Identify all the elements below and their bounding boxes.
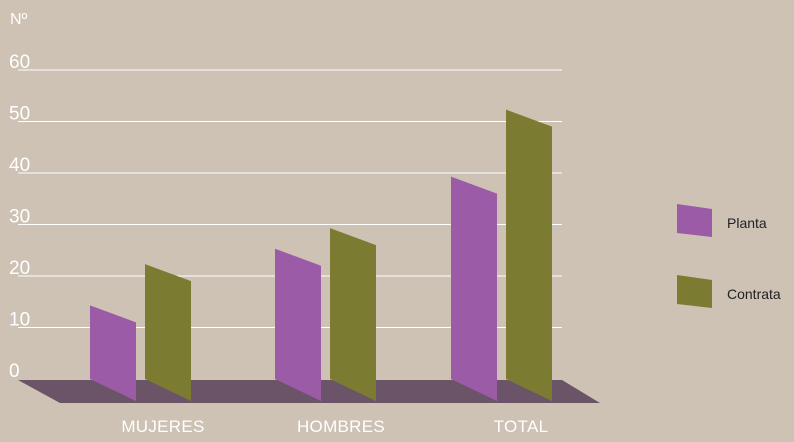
bar-contrata-hombres xyxy=(330,228,376,401)
bar-planta-hombres xyxy=(275,248,321,401)
legend-label-contrata: Contrata xyxy=(727,286,781,302)
y-tick-label: 10 xyxy=(9,310,30,331)
y-unit-label: Nº xyxy=(10,11,28,28)
bar-contrata-total xyxy=(506,109,552,402)
y-tick-label: 60 xyxy=(9,52,30,73)
y-tick-label: 40 xyxy=(9,155,30,176)
bar-contrata-mujeres xyxy=(145,264,191,401)
x-category-label: HOMBRES xyxy=(297,417,385,436)
legend-label-planta: Planta xyxy=(727,215,767,231)
y-tick-label: 50 xyxy=(9,104,30,125)
bar-planta-mujeres xyxy=(90,305,136,401)
y-tick-label: 30 xyxy=(9,207,30,228)
bar-planta-total xyxy=(451,176,497,401)
legend-swatch-contrata xyxy=(677,275,712,308)
legend-swatch-planta xyxy=(677,204,712,237)
y-tick-label: 20 xyxy=(9,258,30,279)
x-category-label: MUJERES xyxy=(121,417,204,436)
x-category-label: TOTAL xyxy=(494,417,549,436)
y-tick-label: 0 xyxy=(9,361,20,382)
